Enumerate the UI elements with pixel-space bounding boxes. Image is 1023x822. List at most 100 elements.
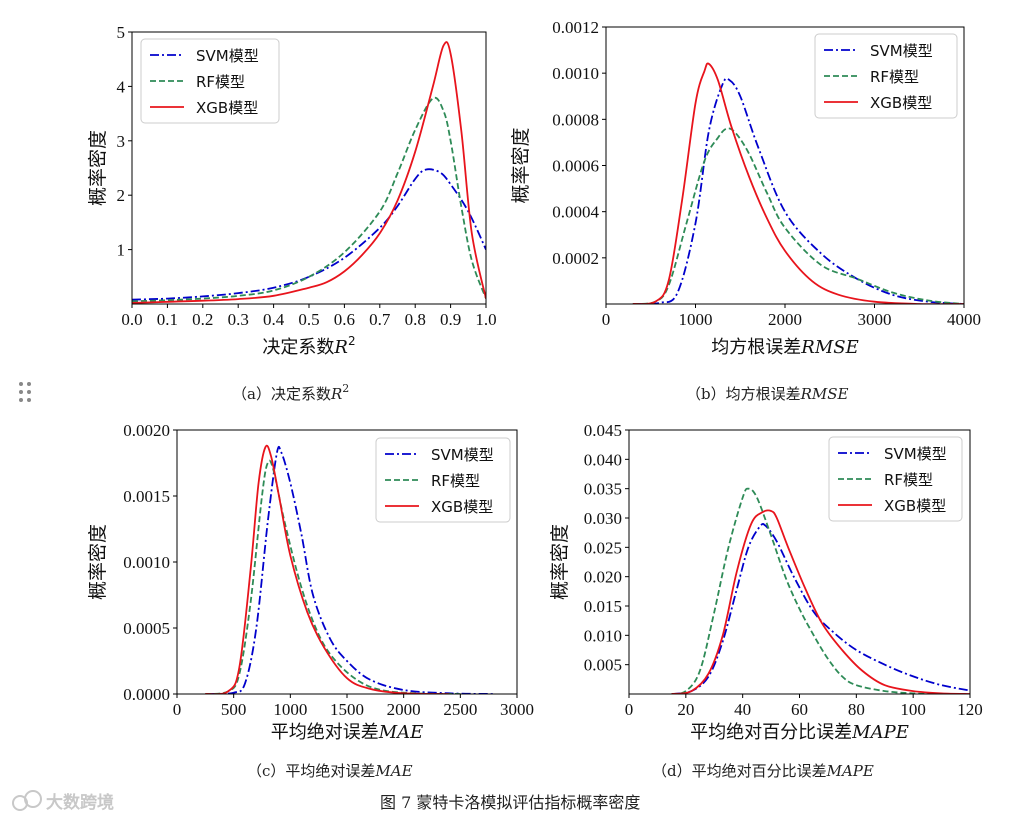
x-axis-label: 决定系数R2 (262, 334, 355, 358)
y-tick-label: 0.040 (584, 450, 622, 469)
y-tick-label: 3 (117, 132, 126, 151)
y-tick-label: 0.0010 (123, 553, 170, 572)
y-tick-label: 0.0008 (552, 110, 599, 129)
y-tick-label: 0.0015 (123, 487, 170, 506)
legend-label-xgb: XGB模型 (884, 497, 946, 515)
x-tick-label: 20 (677, 700, 694, 719)
y-tick-label: 5 (117, 23, 126, 42)
y-tick-label: 0.0004 (552, 203, 599, 222)
y-tick-label: 4 (117, 77, 126, 96)
x-axis-label-var: MAE (378, 722, 424, 743)
subplot-caption-b: （b）均方根误差RMSE (686, 385, 849, 403)
x-axis-label-text: 平均绝对误差 (271, 722, 379, 743)
drag-handle-icon[interactable] (19, 382, 31, 402)
series-line-rf (205, 459, 461, 694)
legend: SVM模型 RF模型 XGB模型 (375, 437, 511, 523)
x-tick-label: 60 (791, 700, 808, 719)
subplot-caption-d: （d）平均绝对百分比误差MAPE (652, 762, 874, 780)
x-tick-label: 500 (221, 700, 247, 719)
legend-label-xgb: XGB模型 (196, 99, 258, 117)
y-axis-label: 概率密度 (87, 524, 109, 600)
x-tick-label: 0.7 (369, 310, 391, 329)
x-axis-label-text: 决定系数 (262, 337, 334, 358)
legend-label-svm: SVM模型 (196, 47, 259, 65)
x-tick-label: 40 (734, 700, 751, 719)
y-tick-label: 0.0012 (552, 18, 599, 37)
x-tick-label: 0.3 (228, 310, 249, 329)
series-line-rf (632, 127, 964, 304)
x-tick-label: 120 (957, 700, 983, 719)
x-tick-label: 4000 (947, 310, 981, 329)
chart-b: 0 1000 2000 3000 4000 0.0002 0.0004 0.0006 0.000… (510, 18, 981, 358)
legend: SVM模型 RF模型 XGB模型 (140, 38, 280, 124)
y-axis-label: 概率密度 (549, 524, 571, 600)
x-tick-label: 2000 (387, 700, 421, 719)
x-axis-label-sup: 2 (348, 334, 356, 348)
y-tick-label: 0.010 (584, 626, 622, 645)
x-tick-label: 3000 (500, 700, 534, 719)
y-axis-label: 概率密度 (510, 127, 532, 203)
x-tick-label: 0 (625, 700, 634, 719)
x-axis-label-var: R (333, 337, 348, 358)
x-tick-label: 2000 (768, 310, 802, 329)
series-line-xgb (132, 41, 486, 304)
y-tick-label: 2 (117, 186, 126, 205)
x-axis-label: 平均绝对百分比误差MAPE (690, 722, 909, 743)
x-axis-label-var: RMSE (800, 337, 858, 358)
y-tick-label: 0.0006 (552, 157, 599, 176)
x-tick-label: 0.0 (121, 310, 142, 329)
series-line-svm (632, 77, 964, 304)
x-axis-label-text: 平均绝对百分比误差 (690, 722, 852, 743)
chart-a: 0.0 0.1 0.2 0.3 0.4 0.5 0.6 0.7 0.8 0.9 1.0 1 2 3 4 5 概率… (87, 23, 497, 358)
y-tick-label: 0.045 (584, 421, 622, 440)
x-tick-label: 0.8 (405, 310, 426, 329)
x-tick-label: 1000 (679, 310, 713, 329)
x-tick-label: 0.1 (157, 310, 178, 329)
legend-box (814, 33, 958, 119)
y-tick-label: 0.005 (584, 656, 622, 675)
y-tick-label: 0.0010 (552, 64, 599, 83)
series-line-rf (671, 487, 942, 694)
legend-label-rf: RF模型 (431, 472, 480, 490)
x-tick-label: 80 (848, 700, 865, 719)
series-line-svm (132, 168, 486, 301)
watermark-logo-icon (12, 790, 42, 811)
x-tick-label: 1500 (330, 700, 364, 719)
x-tick-label: 0.6 (334, 310, 355, 329)
y-tick-label: 0.020 (584, 568, 622, 587)
legend-box (140, 38, 280, 124)
x-axis-label-text: 均方根误差 (711, 337, 801, 358)
series-line-svm (671, 523, 970, 694)
x-tick-label: 0.4 (263, 310, 285, 329)
series-line-xgb (632, 62, 964, 304)
series-line-xgb (205, 444, 450, 694)
y-tick-label: 0.0002 (552, 249, 599, 268)
x-tick-label: 0.2 (192, 310, 213, 329)
legend-box (828, 436, 963, 522)
x-tick-label: 1000 (273, 700, 307, 719)
legend-label-svm: SVM模型 (431, 446, 494, 464)
subplot-caption-c: （c）平均绝对误差MAE (247, 762, 413, 780)
x-axis-label: 均方根误差RMSE (711, 337, 858, 358)
x-tick-label: 0 (173, 700, 182, 719)
x-tick-label: 3000 (858, 310, 892, 329)
series-line-svm (210, 446, 495, 694)
legend-label-rf: RF模型 (884, 471, 933, 489)
y-tick-label: 0.035 (584, 480, 622, 499)
legend-box (375, 437, 511, 523)
legend-label-xgb: XGB模型 (870, 94, 932, 112)
x-tick-label: 0.9 (440, 310, 461, 329)
watermark-text: 大数跨境 (46, 792, 114, 813)
chart-c: 0 500 1000 1500 2000 2500 3000 0.0000 0.0005 0.00… (87, 421, 534, 743)
x-axis-label: 平均绝对误差MAE (271, 722, 424, 743)
x-tick-label: 2500 (443, 700, 477, 719)
y-tick-label: 0.030 (584, 509, 622, 528)
series-line-xgb (671, 509, 970, 694)
subplot-caption-a: （a）决定系数R2 (232, 382, 349, 403)
figure-caption: 图 7 蒙特卡洛模拟评估指标概率密度 (380, 793, 640, 812)
y-tick-label: 0.0020 (123, 421, 170, 440)
x-tick-label: 0.5 (298, 310, 319, 329)
legend-label-rf: RF模型 (196, 73, 245, 91)
y-tick-label: 0.025 (584, 538, 622, 557)
